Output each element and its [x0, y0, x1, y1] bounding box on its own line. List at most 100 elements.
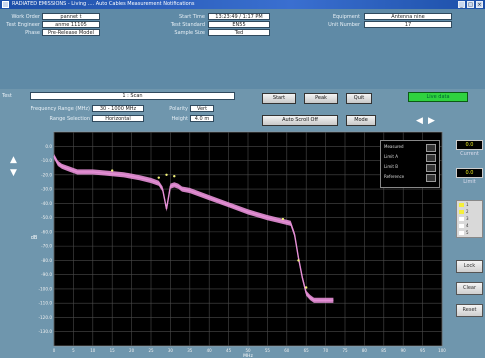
- phase-label: Phase: [25, 30, 40, 36]
- app-icon: [2, 1, 9, 8]
- test-select[interactable]: 1 : Scan: [30, 92, 235, 100]
- auto-scroll-button[interactable]: Auto Scroll Off: [262, 115, 338, 126]
- scroll-up-icon[interactable]: ▲: [10, 155, 17, 165]
- y-tick-label: 0.0: [45, 144, 52, 149]
- y-tick-label: -70.0: [41, 244, 52, 249]
- y-tick-label: -20.0: [41, 172, 52, 177]
- legend-swatch[interactable]: [426, 174, 436, 182]
- work-order-field[interactable]: pannet t: [42, 13, 100, 20]
- start-time-label: Start Time: [178, 14, 205, 20]
- mode-button[interactable]: Mode: [346, 115, 376, 126]
- sample-size-field[interactable]: Ted: [208, 29, 270, 36]
- y-tick-label: -110.0: [39, 301, 53, 306]
- legend-entry: Measured: [384, 144, 404, 149]
- test-standard-label: Test Standard: [170, 22, 205, 28]
- maximize-button[interactable]: □: [467, 1, 474, 8]
- x-tick-label: 5: [72, 348, 75, 353]
- polarity-field[interactable]: Vert: [190, 105, 214, 112]
- y-tick-label: -130.0: [39, 329, 53, 334]
- y-tick-label: -40.0: [41, 201, 52, 206]
- x-tick-label: 40: [207, 348, 213, 353]
- peak-marker: [173, 175, 176, 178]
- y-tick-label: -10.0: [41, 158, 52, 163]
- legend-swatch[interactable]: [426, 144, 436, 152]
- x-tick-label: 50: [245, 348, 251, 353]
- x-tick-label: 0: [53, 348, 56, 353]
- minimize-button[interactable]: _: [458, 1, 465, 8]
- quit-button[interactable]: Quit: [346, 93, 372, 104]
- y-tick-label: -50.0: [41, 215, 52, 220]
- emissions-chart: 0.0 -10.0 -20.0 -30.0 -40.0 -50.0 -60.0 -70.0 -8…: [26, 128, 448, 358]
- nav-right-icon[interactable]: ▶: [428, 116, 435, 126]
- y-axis-label: dB: [31, 235, 38, 241]
- legend-swatch[interactable]: [426, 164, 436, 172]
- x-tick-label: 65: [304, 348, 310, 353]
- x-tick-label: 25: [148, 348, 154, 353]
- range-selection-select[interactable]: Horizontal: [92, 115, 144, 122]
- peak-marker: [305, 286, 308, 289]
- current-readout: 0.0: [456, 140, 483, 150]
- x-tick-label: 95: [420, 348, 426, 353]
- height-label: Height: [171, 116, 188, 122]
- side-legend-swatch: [459, 203, 464, 207]
- nav-left-icon[interactable]: ◀: [416, 116, 423, 126]
- legend-entry: Limit B: [384, 164, 398, 169]
- peak-marker: [281, 217, 285, 221]
- title-bar: RADIATED EMISSIONS - Living .... Auto Ca…: [0, 0, 485, 9]
- x-tick-label: 85: [381, 348, 387, 353]
- x-tick-label: 75: [342, 348, 348, 353]
- chart-legend: Measured Limit A Limit B Reference: [380, 140, 440, 188]
- lock-button[interactable]: Lock: [456, 260, 483, 273]
- side-legend-swatch: [459, 217, 464, 221]
- y-tick-label: -80.0: [41, 258, 52, 263]
- x-tick-label: 45: [226, 348, 232, 353]
- peak-marker: [297, 259, 300, 262]
- sample-size-label: Sample Size: [174, 30, 205, 36]
- phase-field[interactable]: Pre-Release Model: [42, 29, 100, 36]
- x-tick-label: 70: [323, 348, 329, 353]
- range-selection-label: Range Selection: [49, 116, 90, 122]
- test-standard-field[interactable]: EN55: [208, 21, 270, 28]
- x-tick-label: 90: [401, 348, 407, 353]
- peak-marker: [157, 176, 160, 179]
- close-button[interactable]: ×: [476, 1, 483, 8]
- y-tick-label: -30.0: [41, 187, 52, 192]
- frequency-range-select[interactable]: 30 - 1000 MHz: [92, 105, 144, 112]
- info-panel: Work Order pannet t Test Engineer anme 1…: [0, 9, 485, 89]
- clear-button[interactable]: Clear: [456, 282, 483, 295]
- test-engineer-field[interactable]: anme 11105: [42, 21, 100, 28]
- side-legend: 1 2 3 4 5: [456, 200, 483, 238]
- side-legend-label: 1: [466, 202, 469, 207]
- x-axis-label: MHz: [243, 353, 253, 358]
- side-legend-swatch: [459, 224, 464, 228]
- limit-readout-label: Limit: [463, 179, 476, 185]
- equipment-field[interactable]: Antenna nine: [364, 13, 452, 20]
- scroll-down-icon[interactable]: ▼: [10, 168, 17, 178]
- y-tick-label: -100.0: [39, 286, 53, 291]
- start-button[interactable]: Start: [262, 93, 296, 104]
- test-engineer-label: Test Engineer: [6, 22, 40, 28]
- height-field[interactable]: 4.0 m: [190, 115, 214, 122]
- y-tick-label: -90.0: [41, 272, 52, 277]
- limit-readout: 0.0: [456, 168, 483, 178]
- legend-entry: Reference: [384, 174, 405, 179]
- current-readout-label: Current: [460, 151, 479, 157]
- side-legend-label: 2: [466, 209, 469, 214]
- side-legend-label: 3: [466, 216, 469, 221]
- legend-swatch[interactable]: [426, 154, 436, 162]
- peak-button[interactable]: Peak: [304, 93, 338, 104]
- x-tick-label: 60: [284, 348, 290, 353]
- start-time-field[interactable]: 13:23:49 / 1:17 PM: [208, 13, 270, 20]
- reset-button[interactable]: Reset: [456, 304, 483, 317]
- x-tick-label: 100: [438, 348, 446, 353]
- peak-marker: [165, 173, 168, 176]
- unit-number-field[interactable]: 17: [364, 21, 452, 28]
- x-tick-label: 55: [265, 348, 271, 353]
- frequency-range-label: Frequency Range (MHz): [30, 106, 90, 112]
- x-tick-label: 10: [90, 348, 96, 353]
- x-tick-label: 30: [168, 348, 174, 353]
- polarity-label: Polarity: [169, 106, 188, 112]
- legend-entry: Limit A: [384, 154, 398, 159]
- side-legend-label: 4: [466, 223, 469, 228]
- unit-number-label: Unit Number: [328, 22, 360, 28]
